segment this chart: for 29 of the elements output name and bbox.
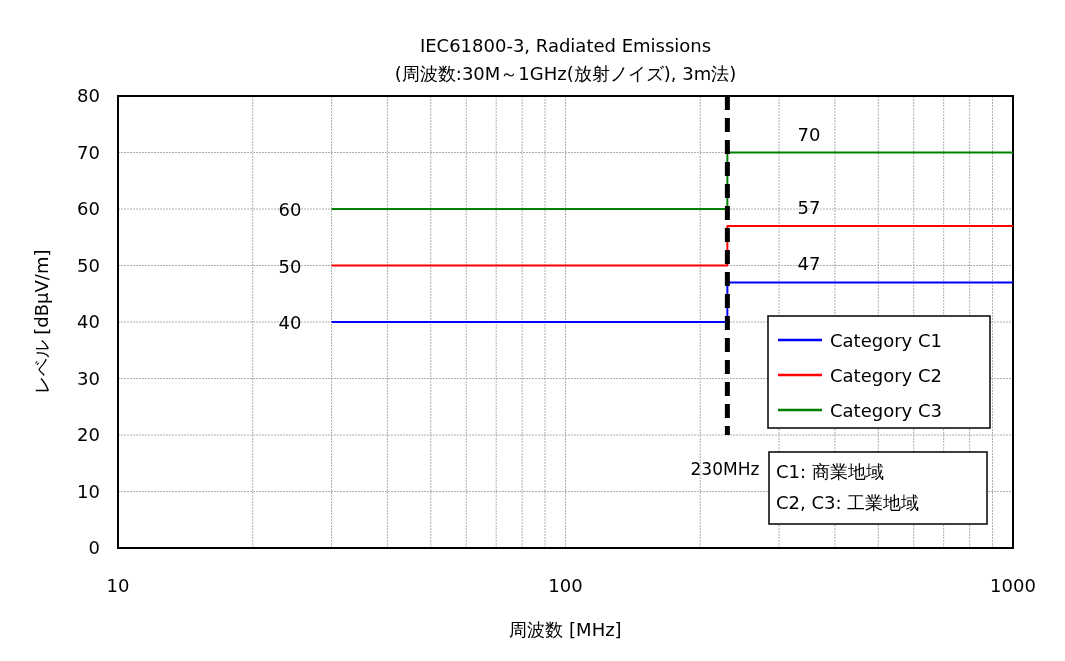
note-box: C1: 商業地域 C2, C3: 工業地域 bbox=[768, 451, 988, 525]
legend-label: Category C1 bbox=[830, 330, 942, 351]
data-label: 70 bbox=[797, 123, 821, 145]
ref-line-label: 230MHz bbox=[690, 459, 760, 479]
annotation: C1: 商業地域 bbox=[776, 461, 884, 482]
x-tick-label: 100 bbox=[548, 575, 583, 596]
chart-subtitle: (周波数:30M～1GHz(放射ノイズ), 3m法) bbox=[394, 63, 737, 84]
y-tick-label: 30 bbox=[77, 367, 100, 389]
data-label: 50 bbox=[278, 255, 302, 277]
data-label: 40 bbox=[278, 312, 302, 333]
y-tick-label: 0 bbox=[88, 537, 100, 558]
data-label: 57 bbox=[797, 196, 821, 218]
data-label: 47 bbox=[797, 253, 821, 275]
y-tick-label: 70 bbox=[77, 141, 100, 163]
y-axis-title: レベル [dBμV/m] bbox=[31, 249, 52, 395]
y-tick-label: 10 bbox=[77, 480, 100, 502]
data-label: 60 bbox=[278, 199, 302, 220]
annotation: C2, C3: 工業地域 bbox=[776, 492, 920, 513]
x-tick-label: 1000 bbox=[990, 575, 1036, 596]
y-tick-label: 50 bbox=[77, 254, 100, 276]
chart-title: IEC61800-3, Radiated Emissions bbox=[419, 35, 712, 56]
legend-label: Category C2 bbox=[830, 365, 942, 386]
y-tick-label: 20 bbox=[77, 424, 100, 445]
y-tick-label: 80 bbox=[77, 85, 100, 106]
y-tick-label: 60 bbox=[77, 198, 100, 219]
x-axis-title: 周波数 [MHz] bbox=[509, 619, 622, 640]
legend-label: Category C3 bbox=[830, 400, 942, 421]
y-tick-label: 40 bbox=[77, 311, 100, 332]
x-tick-label: 10 bbox=[106, 575, 130, 596]
